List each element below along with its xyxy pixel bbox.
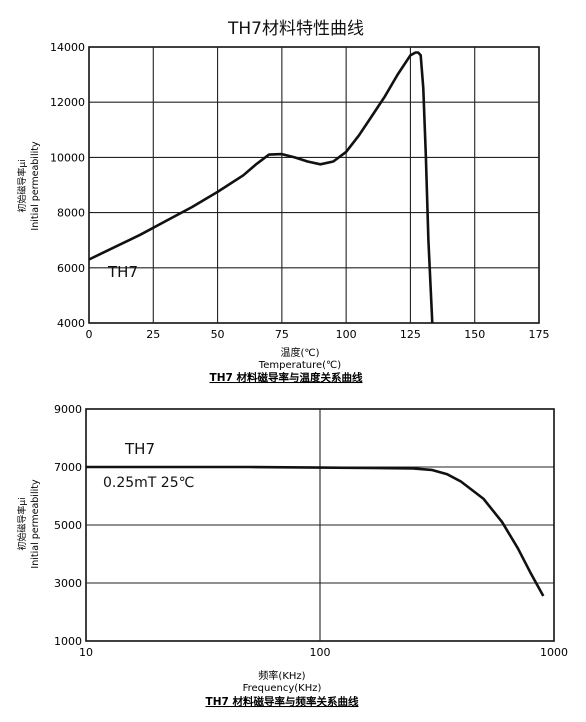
frequency-x-tick-label: 100	[310, 646, 331, 659]
temperature-x-tick-label: 175	[529, 328, 550, 341]
temperature-y-tick-label: 14000	[50, 41, 85, 54]
temperature-ylabel-cn: 初始磁导率μi	[16, 159, 28, 212]
frequency-permeability-curve	[86, 465, 545, 597]
temperature-tick-labels: 0 25 50 75 100 125 150 175 4000 6000 8000 10000 1200…	[50, 41, 550, 341]
frequency-y-tick-label: 9000	[54, 403, 82, 416]
temperature-x-tick-label: 0	[86, 328, 93, 341]
frequency-annotation-conditions: 0.25mT 25℃	[103, 475, 194, 491]
temperature-y-tick-label: 12000	[50, 96, 85, 109]
temperature-plot-frame	[88, 46, 540, 324]
frequency-ylabel: Initial permeability	[30, 479, 41, 569]
temperature-y-tick-label: 4000	[57, 317, 85, 330]
frequency-y-tick-label: 7000	[54, 461, 82, 474]
frequency-y-tick-label: 5000	[54, 519, 82, 532]
frequency-grid	[86, 409, 554, 641]
temperature-y-tick-label: 8000	[57, 207, 85, 220]
temperature-chart: 0 25 50 75 100 125 150 175 4000 6000 8000 10000 1200…	[16, 41, 550, 384]
temperature-grid	[89, 47, 539, 323]
temperature-xlabel-cn: 温度(℃)	[280, 346, 319, 359]
frequency-x-tick-label: 10	[79, 646, 93, 659]
frequency-xlabel: Frequency(KHz)	[243, 683, 322, 694]
frequency-x-tick-label: 1000	[540, 646, 568, 659]
temperature-caption: TH7 材料磁导率与温度关系曲线	[210, 371, 363, 384]
temperature-xlabel: Temperature(℃)	[258, 360, 341, 371]
temperature-x-tick-label: 25	[146, 328, 160, 341]
temperature-x-tick-label: 125	[400, 328, 421, 341]
frequency-y-tick-label: 1000	[54, 635, 82, 648]
temperature-y-tick-label: 6000	[57, 262, 85, 275]
temperature-annotation-th7: TH7	[107, 263, 138, 281]
temperature-x-tick-label: 150	[464, 328, 485, 341]
temperature-x-tick-label: 75	[275, 328, 289, 341]
temperature-ylabel: Initial permeability	[30, 141, 41, 231]
frequency-xlabel-cn: 频率(KHz)	[258, 669, 305, 682]
temperature-permeability-curve	[88, 51, 434, 324]
temperature-x-tick-label: 100	[336, 328, 357, 341]
frequency-annotation-th7: TH7	[124, 440, 155, 458]
frequency-y-tick-label: 3000	[54, 577, 82, 590]
frequency-tick-labels: 10 100 1000 1000 3000 5000 7000 9000	[54, 403, 568, 659]
frequency-caption: TH7 材料磁导率与频率关系曲线	[206, 695, 359, 708]
frequency-chart: 10 100 1000 1000 3000 5000 7000 9000 TH7 0.25mT…	[16, 403, 568, 708]
frequency-ylabel-cn: 初始磁导率μi	[16, 497, 28, 550]
temperature-y-tick-label: 10000	[50, 151, 85, 164]
page-title: TH7材料特性曲线	[227, 19, 364, 39]
temperature-x-tick-label: 50	[211, 328, 225, 341]
